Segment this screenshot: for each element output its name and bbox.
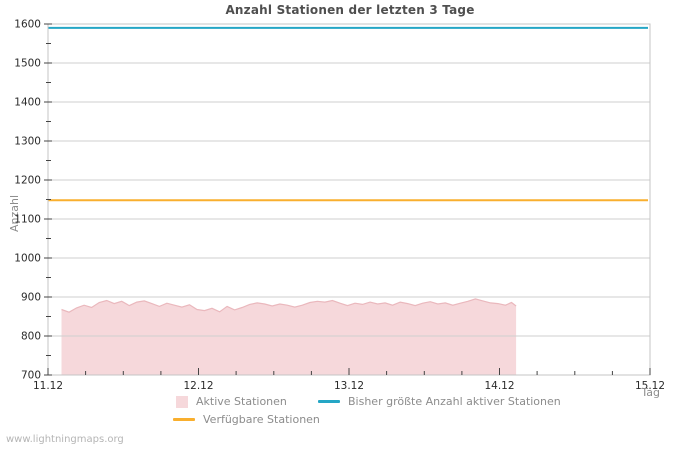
active-stations-swatch (176, 395, 188, 408)
svg-text:1300: 1300 (14, 136, 41, 148)
svg-text:1400: 1400 (14, 97, 41, 109)
svg-text:12.12: 12.12 (183, 380, 213, 392)
legend-label: Verfügbare Stationen (203, 413, 320, 426)
svg-text:900: 900 (21, 292, 41, 304)
legend-label: Aktive Stationen (196, 395, 287, 408)
svg-text:700: 700 (21, 370, 41, 382)
svg-text:1200: 1200 (14, 175, 41, 187)
x-axis-label: Tag (641, 386, 660, 399)
legend-item-active-stations: Aktive Stationen (176, 395, 287, 408)
svg-text:11.12: 11.12 (33, 380, 63, 392)
svg-text:1000: 1000 (14, 253, 41, 265)
svg-text:1600: 1600 (14, 19, 41, 31)
svg-text:13.12: 13.12 (334, 380, 364, 392)
plot-area: 700 800 900 1000 1100 1200 1300 1400 1500 1600 11.… (14, 19, 665, 393)
legend-item-available-stations: Verfügbare Stationen (173, 413, 320, 426)
watermark: www.lightningmaps.org (6, 434, 124, 445)
svg-text:800: 800 (21, 331, 41, 343)
svg-text:1500: 1500 (14, 58, 41, 70)
available-stations-swatch (173, 418, 195, 421)
legend-item-max-active-stations: Bisher größte Anzahl aktiver Stationen (318, 395, 561, 408)
svg-text:15.12: 15.12 (635, 380, 665, 392)
max-active-stations-swatch (318, 400, 340, 403)
legend-label: Bisher größte Anzahl aktiver Stationen (348, 395, 561, 408)
chart-title: Anzahl Stationen der letzten 3 Tage (225, 3, 475, 17)
svg-text:14.12: 14.12 (484, 380, 514, 392)
svg-text:1100: 1100 (14, 214, 41, 226)
